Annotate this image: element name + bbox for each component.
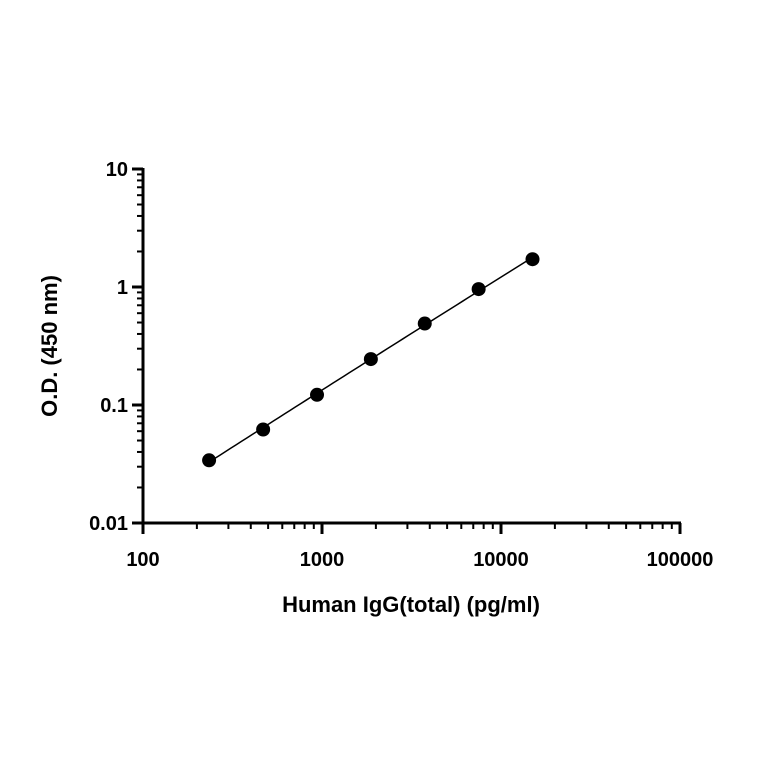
data-points [202,252,540,468]
y-tick-label: 0.01 [89,513,128,535]
x-tick-label: 1000 [300,549,345,571]
y-tick-label: 1 [117,277,128,299]
x-tick-label: 100000 [647,549,714,571]
data-point [417,316,432,331]
y-axis-title: O.D. (450 nm) [37,275,62,417]
data-point [363,352,378,367]
tick-labels: 0.01 0.1 1 10 100 1000 10000 100000 [89,159,713,571]
data-point [471,282,486,297]
x-tick-label: 10000 [473,549,529,571]
data-point [256,422,271,437]
ticks [132,167,682,534]
x-tick-label: 100 [126,549,159,571]
x-axis-title: Human IgG(total) (pg/ml) [282,592,540,617]
data-point [202,453,217,468]
data-point [525,252,540,267]
y-tick-label: 0.1 [100,395,128,417]
y-tick-label: 10 [106,159,128,181]
axes [141,168,681,525]
data-point [310,387,325,402]
